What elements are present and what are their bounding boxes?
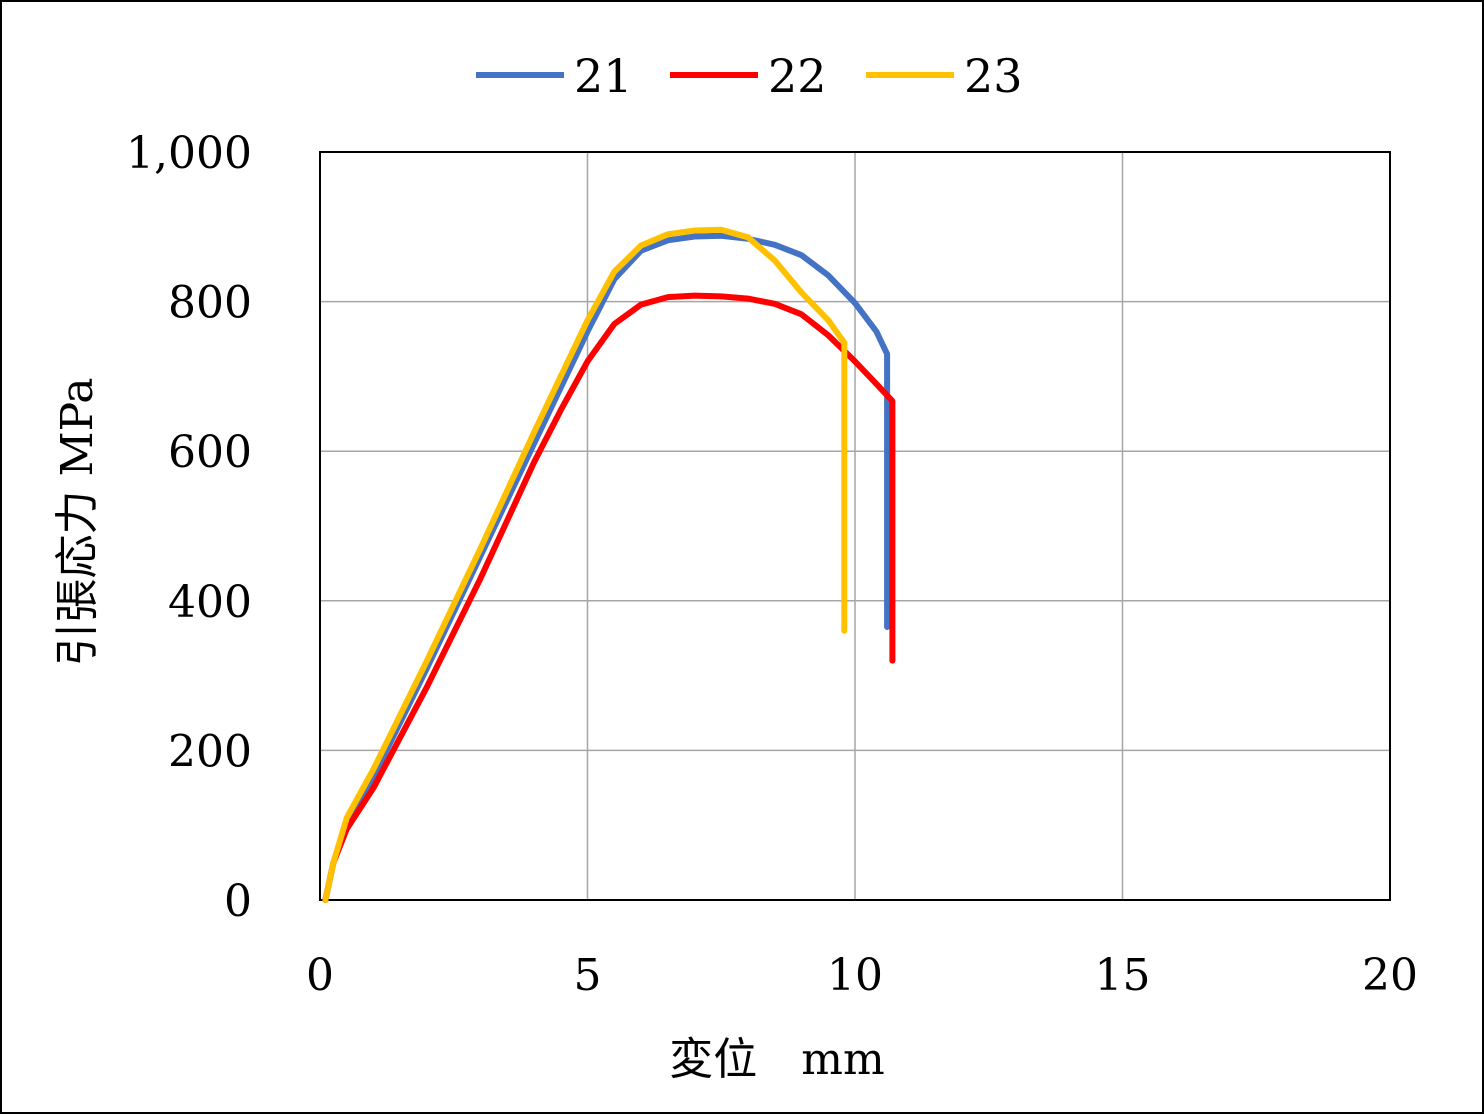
y-tick-label: 400 <box>168 577 252 628</box>
series-line-22 <box>322 292 896 903</box>
y-tick-label: 0 <box>224 876 252 927</box>
series-line-23 <box>322 226 848 903</box>
y-tick-label: 600 <box>168 427 252 478</box>
series-line-21 <box>322 232 891 903</box>
x-tick-label: 10 <box>827 950 883 1001</box>
legend: 21 22 23 <box>476 49 1023 103</box>
x-tick-label: 5 <box>574 950 602 1001</box>
tick-labels: 0 200 400 600 800 1,000 0 5 10 15 20 <box>126 128 1418 1001</box>
y-tick-label: 800 <box>168 278 252 329</box>
x-tick-label: 0 <box>306 950 334 1001</box>
y-tick-label: 1,000 <box>126 128 252 179</box>
series-layer <box>322 226 896 903</box>
y-tick-label: 200 <box>168 726 252 777</box>
plot-border <box>319 151 1391 901</box>
x-axis-label: 変位 mm <box>669 1034 884 1085</box>
legend-label-23: 23 <box>964 49 1023 103</box>
grid-layer <box>319 151 1391 901</box>
x-tick-label: 15 <box>1095 950 1151 1001</box>
y-axis-label: 引張応力 MPa <box>52 378 103 667</box>
legend-label-22: 22 <box>768 49 827 103</box>
legend-label-21: 21 <box>574 49 633 103</box>
x-tick-label: 20 <box>1362 950 1418 1001</box>
